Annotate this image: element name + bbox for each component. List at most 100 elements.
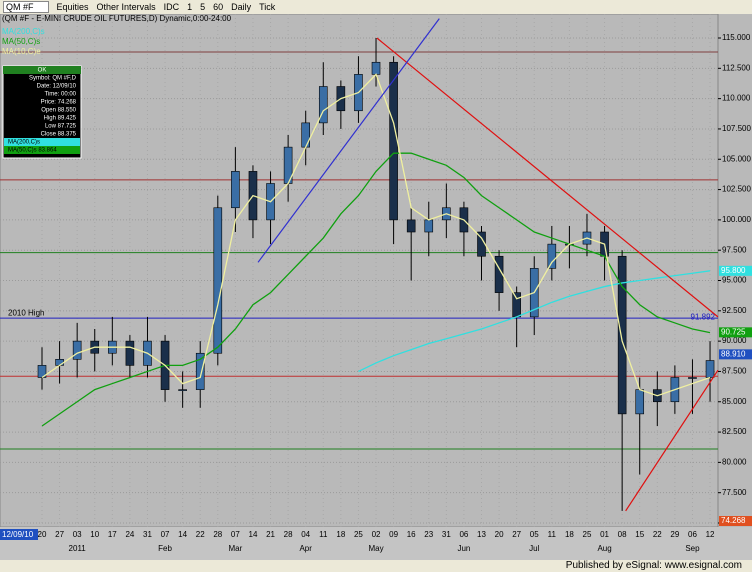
x-tick-label: 14 [178,530,187,539]
x-tick-label: 06 [688,530,697,539]
x-tick-label: 03 [73,530,82,539]
toolbar-item[interactable]: 60 [213,2,224,12]
toolbar-item[interactable]: Other Intervals [96,2,156,12]
data-window-row: Price: 74.268 [41,100,77,106]
x-tick-label: 22 [196,530,205,539]
y-tick-label: 105.000 [722,154,751,163]
toolbar-item[interactable]: 1 [187,2,193,12]
date-axis [0,527,752,560]
x-tick-label: 27 [55,530,64,539]
y-tick-label: 77.500 [722,488,747,497]
price-box-label: 88.910 [721,349,746,358]
candle-body [72,340,82,360]
x-tick-label: 24 [125,530,134,539]
price-box [719,265,752,276]
y-tick-label: 80.000 [722,457,747,466]
data-window-header: OK [38,68,47,74]
y-tick-label: 95.000 [722,276,747,285]
price-box-label: 95.800 [721,266,746,275]
x-tick-label: 01 [600,530,609,539]
price-box-label: 90.725 [721,327,746,336]
data-window-header-bg [3,66,81,74]
month-label: Sep [685,544,700,553]
candle-body [635,389,645,415]
data-window-row: High 89.425 [44,116,77,122]
chart: (QM #F - E-MINI CRUDE OIL FUTURES,D) Dyn… [0,14,752,560]
month-label: Mar [228,544,242,553]
x-tick-label: 25 [583,530,592,539]
start-date-box [0,529,38,540]
level-name: 2010 High [8,308,44,317]
y-tick-label: 107.500 [722,124,751,133]
candle-body [178,389,187,391]
month-label: May [368,544,383,553]
trendline [376,37,719,318]
month-label: Apr [299,544,312,553]
start-date: 12/09/10 [2,530,34,539]
y-tick-label: 97.500 [722,245,747,254]
x-tick-label: 12 [706,530,715,539]
footer-text: Published by eSignal: www.esignal.com [565,560,742,571]
x-tick-label: 28 [284,530,293,539]
price-box [719,516,752,526]
x-tick-label: 31 [442,530,451,539]
data-window-ma: MA(200,C)s [8,140,40,146]
toolbar-item[interactable]: IDC [163,2,180,12]
x-tick-label: 31 [143,530,152,539]
candle-body [617,255,627,415]
toolbar-item[interactable]: Tick [259,2,276,12]
price-box [719,327,752,338]
toolbar-item[interactable]: Daily [231,2,252,12]
x-tick-label: 04 [301,530,310,539]
month-label: Jul [529,544,539,553]
y-tick-label: 92.500 [722,306,747,315]
data-window-row: Time: 00:00 [45,92,77,98]
candle-body [688,377,697,379]
candle-body [231,171,240,209]
x-tick-label: 22 [653,530,662,539]
y-tick-label: 115.000 [722,33,751,42]
candle-body [318,86,328,124]
y-tick-label: 100.000 [722,215,751,224]
x-tick-label: 18 [336,530,345,539]
ma-line [358,270,711,373]
candle-body [125,340,135,366]
candle-body [424,219,434,233]
toolbar-item[interactable]: 5 [200,2,206,12]
x-tick-label: 11 [548,530,557,539]
status-bar: Published by eSignal: www.esignal.com [0,560,752,572]
candle-body [55,359,64,366]
x-tick-label: 17 [108,530,117,539]
x-tick-label: 29 [670,530,679,539]
legend-entry: MA(10,C)e [2,47,41,56]
data-window-row: Date: 12/09/10 [37,84,77,90]
data-window: OK Symbol: QM #F,D Date: 12/09/10 Time: 00:… [2,65,82,159]
candle-body [213,207,223,354]
candle-body [705,360,715,378]
x-tick-label: 25 [354,530,363,539]
y-tick-label: 85.000 [722,397,747,406]
symbol-box[interactable]: QM #F [3,1,49,13]
x-tick-label: 05 [530,530,539,539]
y-tick-label: 87.500 [722,367,747,376]
x-tick-label: 20 [38,530,47,539]
candle-body [389,61,398,221]
data-window-row: Symbol: QM #F,D [29,76,77,82]
toolbar: QM #F Equities Other Intervals IDC 1 5 6… [0,0,752,14]
y-tick-label: 82.500 [722,427,747,436]
month-label: Jun [457,544,470,553]
x-tick-label: 18 [565,530,574,539]
candle-body [547,243,557,269]
x-tick-label: 16 [407,530,416,539]
y-tick-label: 102.500 [722,185,751,194]
toolbar-item[interactable]: Equities [56,2,89,12]
x-tick-label: 10 [90,530,99,539]
data-window-ma-bg [4,138,80,146]
data-window-ma-bg [4,146,80,154]
level-value: 91.892 [691,312,716,321]
price-box-label: 74.268 [721,516,746,525]
x-tick-label: 11 [319,530,328,539]
ma-line [41,73,711,397]
x-tick-label: 13 [477,530,486,539]
